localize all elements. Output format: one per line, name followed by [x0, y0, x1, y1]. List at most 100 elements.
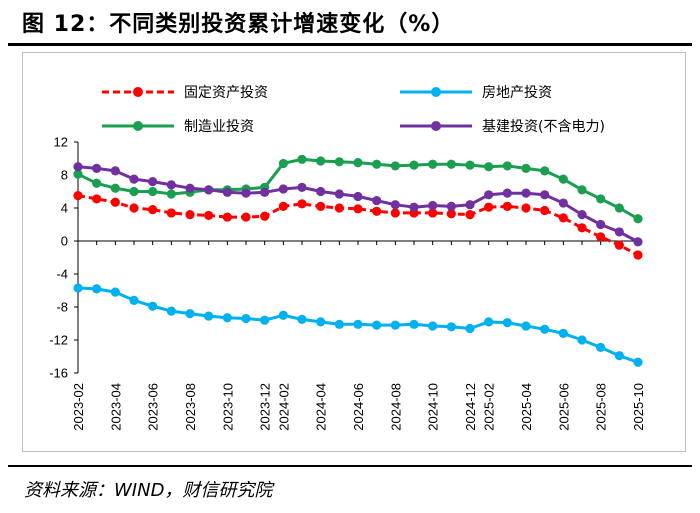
- legend-marker: [133, 121, 143, 131]
- data-point: [129, 203, 139, 213]
- data-point: [73, 283, 83, 293]
- data-point: [241, 188, 251, 198]
- data-point: [502, 318, 512, 328]
- data-point: [409, 202, 419, 212]
- data-point: [446, 209, 456, 219]
- x-tick-label: 2024-10: [426, 383, 441, 431]
- data-point: [521, 203, 531, 213]
- data-point: [297, 182, 307, 192]
- data-point: [353, 204, 363, 214]
- x-tick-label: 2024-12: [463, 383, 478, 431]
- data-point: [166, 306, 176, 316]
- data-point: [596, 194, 606, 204]
- data-point: [372, 206, 382, 216]
- data-point: [73, 162, 83, 172]
- data-point: [596, 232, 606, 242]
- y-tick-label: -4: [56, 267, 68, 282]
- data-point: [558, 328, 568, 338]
- y-tick-label: 12: [54, 135, 68, 150]
- x-tick-label: 2025-08: [594, 383, 609, 431]
- x-tick-label: 2024-08: [388, 383, 403, 431]
- x-tick-label: 2023-02: [71, 383, 86, 431]
- data-point: [185, 210, 195, 220]
- legend-marker: [431, 87, 441, 97]
- data-point: [465, 323, 475, 334]
- data-point: [372, 320, 382, 330]
- x-tick-label: 2025-04: [519, 383, 534, 431]
- data-point: [614, 227, 624, 237]
- data-point: [316, 317, 326, 327]
- x-tick-label: 2024-04: [314, 383, 329, 431]
- x-tick-label: 2023-08: [183, 383, 198, 431]
- title-rule: [8, 43, 692, 46]
- data-point: [166, 208, 176, 218]
- data-point: [204, 185, 214, 195]
- data-point: [260, 315, 270, 325]
- x-tick-label: 2025-02: [482, 383, 497, 431]
- x-tick-label: 2024-02: [276, 383, 291, 431]
- data-point: [334, 319, 344, 329]
- data-point: [465, 200, 475, 210]
- data-point: [614, 351, 624, 361]
- data-point: [316, 201, 326, 211]
- data-point: [409, 160, 419, 170]
- data-point: [129, 186, 139, 197]
- data-point: [110, 197, 120, 207]
- data-point: [110, 166, 120, 176]
- legend-marker: [431, 121, 441, 131]
- data-point: [110, 287, 120, 297]
- data-point: [222, 212, 232, 222]
- data-point: [521, 188, 531, 198]
- data-point: [166, 189, 176, 199]
- x-tick-label: 2023-12: [258, 383, 273, 431]
- data-point: [465, 160, 475, 170]
- chart-frame: [22, 52, 686, 452]
- data-point: [278, 158, 288, 169]
- data-point: [241, 313, 251, 324]
- data-point: [204, 311, 214, 321]
- data-point: [446, 322, 456, 332]
- data-point: [446, 201, 456, 211]
- data-point: [204, 210, 214, 221]
- data-point: [484, 202, 494, 212]
- data-point: [92, 194, 102, 204]
- legend-label: 制造业投资: [184, 119, 254, 135]
- data-point: [428, 208, 438, 218]
- data-point: [558, 174, 568, 184]
- data-point: [297, 314, 307, 324]
- data-point: [409, 319, 419, 329]
- data-point: [558, 213, 568, 223]
- data-point: [502, 201, 512, 211]
- data-point: [353, 191, 363, 202]
- legend-label: 基建投资(不含电力): [482, 118, 605, 135]
- y-tick-label: -12: [49, 333, 68, 348]
- data-point: [129, 174, 139, 184]
- data-point: [577, 210, 587, 220]
- data-point: [465, 210, 475, 220]
- data-point: [260, 211, 270, 221]
- data-point: [428, 200, 438, 211]
- data-point: [222, 187, 232, 197]
- data-point: [316, 186, 326, 197]
- data-point: [148, 177, 158, 187]
- data-point: [278, 184, 288, 194]
- data-point: [92, 178, 102, 188]
- data-point: [484, 190, 494, 200]
- data-point: [577, 223, 587, 233]
- data-point: [353, 158, 363, 168]
- data-point: [633, 214, 643, 224]
- data-point: [148, 301, 158, 311]
- data-point: [502, 161, 512, 171]
- x-tick-label: 2023-10: [220, 383, 235, 431]
- data-point: [353, 319, 363, 329]
- x-tick-label: 2023-06: [146, 383, 161, 431]
- legend-label: 固定资产投资: [184, 85, 268, 101]
- legend-marker: [133, 87, 143, 97]
- data-point: [577, 335, 587, 345]
- data-point: [92, 163, 102, 173]
- data-point: [241, 212, 251, 222]
- data-point: [540, 205, 550, 216]
- data-point: [390, 200, 400, 210]
- data-point: [428, 321, 438, 331]
